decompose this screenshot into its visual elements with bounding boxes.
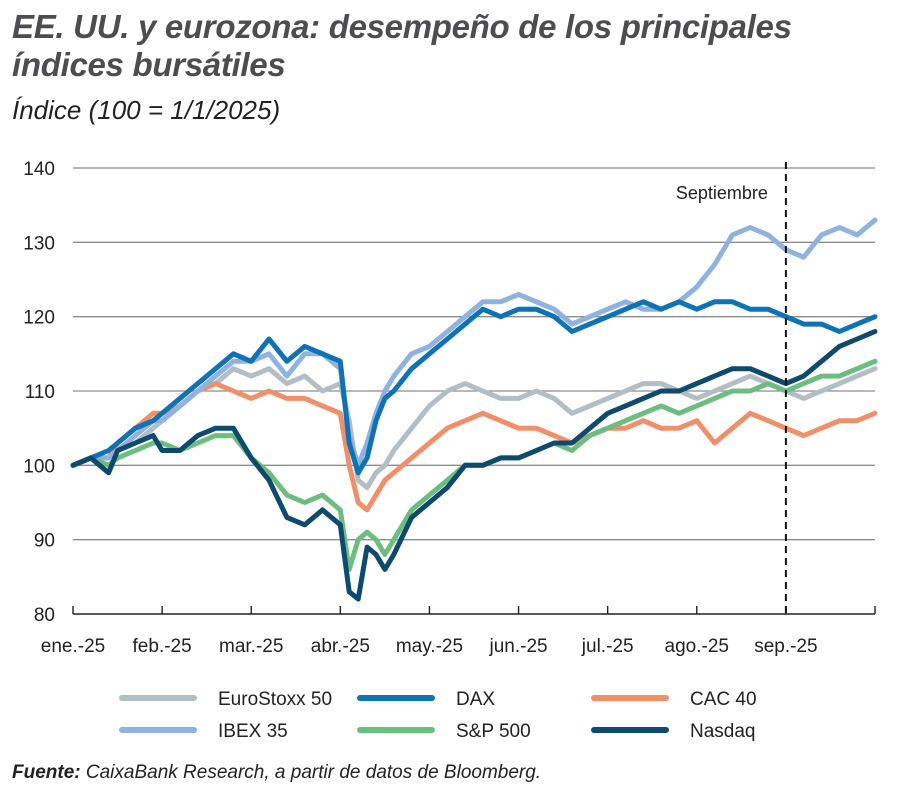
- x-tick-label: jul.-25: [581, 636, 634, 657]
- y-tick-label: 130: [23, 233, 55, 254]
- legend-label: EuroStoxx 50: [218, 689, 332, 710]
- x-tick-label: sep.-25: [754, 636, 817, 657]
- legend: EuroStoxx 50 DAX CAC 40 IBEX 35 S&P 500 Nasda…: [119, 689, 757, 742]
- y-tick-label: 80: [34, 605, 55, 626]
- line-chart: 80 90 100 110 120 130 140 ene.-25 feb.-25 mar.-25…: [23, 159, 878, 742]
- x-tick-label: ene.-25: [41, 636, 105, 657]
- x-tick-label: may.-25: [396, 636, 463, 657]
- axis-layer: 80 90 100 110 120 130 140 ene.-25 feb.-25 mar.-25…: [23, 159, 876, 657]
- chart-title: EE. UU. y eurozona: desempeño de los pri…: [12, 8, 792, 83]
- grid-layer: [73, 167, 875, 541]
- legend-label: CAC 40: [690, 689, 757, 710]
- source-label: Fuente:: [12, 762, 81, 783]
- series-line-ibex-35: [70, 217, 878, 468]
- series-layer: [70, 217, 878, 602]
- series-line-dax: [70, 299, 878, 476]
- legend-label: Nasdaq: [690, 721, 756, 742]
- legend-label: DAX: [456, 689, 495, 710]
- source-note: Fuente: CaixaBank Research, a partir de …: [12, 762, 541, 784]
- y-tick-label: 140: [23, 159, 55, 180]
- y-tick-label: 90: [34, 531, 55, 552]
- x-tick-label: ago.-25: [665, 636, 729, 657]
- x-tick-label: mar.-25: [219, 636, 283, 657]
- x-tick-label: feb.-25: [133, 636, 192, 657]
- legend-label: IBEX 35: [218, 721, 288, 742]
- series-line-nasdaq: [70, 329, 878, 602]
- series-line-s-p-500: [70, 358, 878, 572]
- legend-label: S&P 500: [456, 721, 531, 742]
- annotation-label: Septiembre: [676, 183, 768, 203]
- y-tick-label: 110: [25, 382, 55, 403]
- y-tick-label: 120: [23, 308, 55, 329]
- x-tick-label: jun.-25: [489, 636, 548, 657]
- x-tick-label: abr.-25: [311, 636, 370, 657]
- y-tick-label: 100: [23, 456, 55, 477]
- chart-subtitle: Índice (100 = 1/1/2025): [12, 95, 281, 125]
- source-text: CaixaBank Research, a partir de datos de…: [85, 762, 542, 783]
- annotation-layer: Septiembre: [676, 162, 787, 614]
